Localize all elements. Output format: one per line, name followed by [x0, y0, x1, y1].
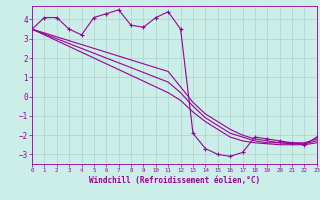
- X-axis label: Windchill (Refroidissement éolien,°C): Windchill (Refroidissement éolien,°C): [89, 176, 260, 185]
